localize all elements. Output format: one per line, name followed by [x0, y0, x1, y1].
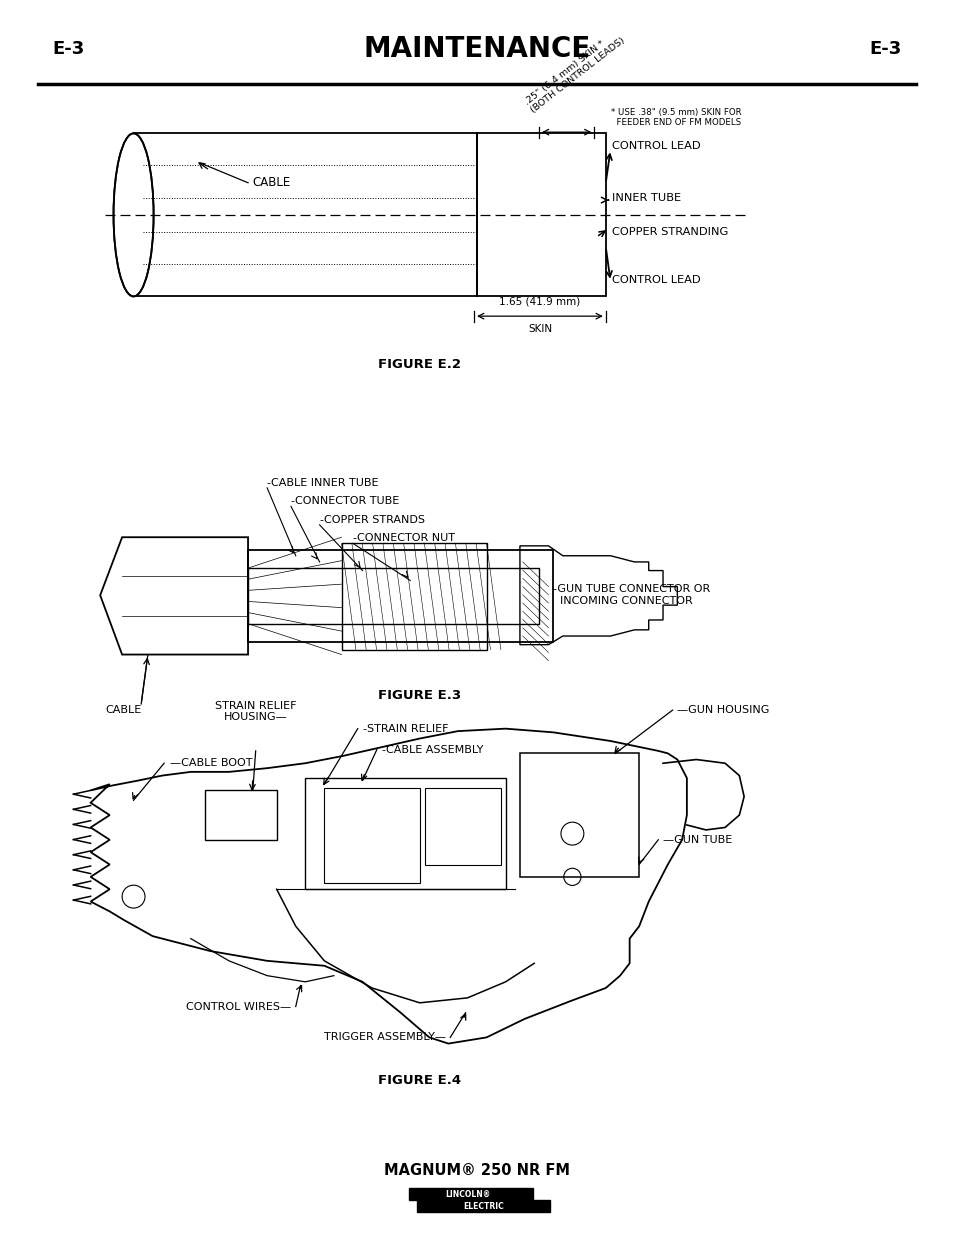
FancyBboxPatch shape: [416, 1200, 550, 1212]
Text: INNER TUBE: INNER TUBE: [612, 193, 680, 203]
Text: -CONNECTOR TUBE: -CONNECTOR TUBE: [291, 496, 398, 506]
Text: E-3: E-3: [52, 41, 85, 58]
Text: FIGURE E.4: FIGURE E.4: [377, 1074, 461, 1088]
Text: —GUN TUBE: —GUN TUBE: [662, 835, 732, 845]
Text: —GUN HOUSING: —GUN HOUSING: [677, 705, 769, 715]
Polygon shape: [100, 537, 248, 655]
FancyBboxPatch shape: [408, 1188, 532, 1200]
Text: TRIGGER ASSEMBLY—: TRIGGER ASSEMBLY—: [324, 1032, 446, 1042]
Text: -CABLE INNER TUBE: -CABLE INNER TUBE: [267, 478, 378, 488]
Text: COPPER STRANDING: COPPER STRANDING: [612, 227, 728, 237]
Text: -GUN TUBE CONNECTOR OR
  INCOMING CONNECTOR: -GUN TUBE CONNECTOR OR INCOMING CONNECTO…: [553, 584, 710, 606]
Text: ELECTRIC: ELECTRIC: [463, 1202, 503, 1210]
Text: -STRAIN RELIEF: -STRAIN RELIEF: [362, 724, 448, 734]
Text: MAINTENANCE: MAINTENANCE: [363, 36, 590, 63]
Text: LINCOLN®: LINCOLN®: [445, 1189, 491, 1199]
Text: CABLE: CABLE: [105, 705, 141, 715]
Text: CABLE: CABLE: [253, 177, 291, 189]
Ellipse shape: [113, 133, 153, 296]
Polygon shape: [476, 133, 605, 296]
Text: CONTROL LEAD: CONTROL LEAD: [612, 275, 700, 285]
Polygon shape: [248, 568, 538, 624]
Text: —CABLE BOOT: —CABLE BOOT: [170, 758, 252, 768]
Text: 1.65 (41.9 mm): 1.65 (41.9 mm): [498, 296, 580, 306]
Text: SKIN: SKIN: [527, 324, 552, 333]
Text: -COPPER STRANDS: -COPPER STRANDS: [319, 515, 424, 525]
Text: CONTROL WIRES—: CONTROL WIRES—: [186, 1002, 291, 1011]
Text: E-3: E-3: [868, 41, 901, 58]
Text: FIGURE E.3: FIGURE E.3: [377, 689, 461, 703]
Polygon shape: [91, 729, 686, 1044]
Text: MAGNUM® 250 NR FM: MAGNUM® 250 NR FM: [384, 1163, 569, 1178]
Polygon shape: [133, 133, 476, 296]
Text: * USE .38" (9.5 mm) SKIN FOR
  FEEDER END OF FM MODELS: * USE .38" (9.5 mm) SKIN FOR FEEDER END …: [610, 107, 740, 127]
Text: -CABLE ASSEMBLY: -CABLE ASSEMBLY: [381, 745, 482, 755]
Text: -CONNECTOR NUT: -CONNECTOR NUT: [353, 534, 455, 543]
Text: .25" (6.4 mm) SKIN *
(BOTH CONTROL LEADS): .25" (6.4 mm) SKIN * (BOTH CONTROL LEADS…: [522, 27, 626, 115]
Text: FIGURE E.2: FIGURE E.2: [377, 358, 461, 372]
Text: CONTROL LEAD: CONTROL LEAD: [612, 141, 700, 151]
Text: STRAIN RELIEF
HOUSING—: STRAIN RELIEF HOUSING—: [214, 701, 296, 722]
